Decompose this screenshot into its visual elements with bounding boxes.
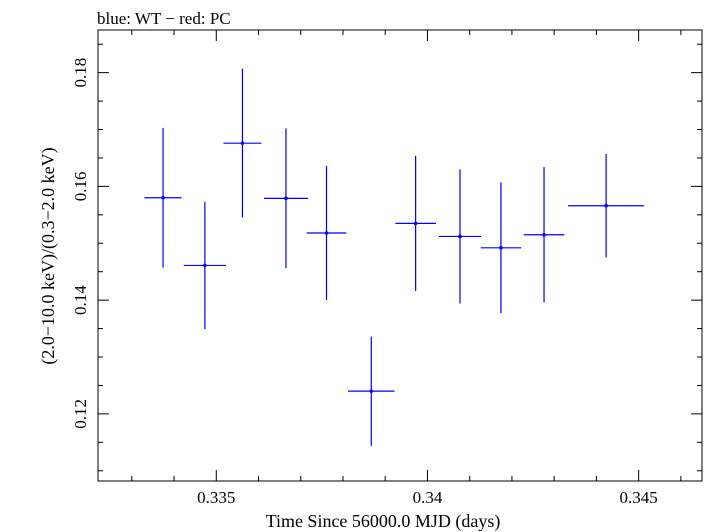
- point-marker: [413, 221, 418, 226]
- data-point: [523, 167, 565, 303]
- chart-title: blue: WT − red: PC: [97, 9, 231, 28]
- data-point: [223, 68, 262, 218]
- axis-tick-labels: 0.335 0.34 0.345 0.12 0.14 0.16 0.18: [71, 58, 658, 507]
- y-tick-label: 0.18: [71, 58, 90, 88]
- x-tick-label: 0.335: [197, 488, 235, 507]
- x-axis-label: Time Since 56000.0 MJD (days): [266, 511, 501, 532]
- point-marker: [161, 195, 165, 200]
- x-tick-label: 0.345: [620, 488, 658, 507]
- point-marker: [324, 231, 329, 235]
- y-tick-label: 0.12: [71, 399, 90, 429]
- y-axis-label: (2.0−10.0 keV)/(0.3−2.0 keV): [38, 147, 59, 364]
- data-point: [480, 182, 522, 314]
- point-marker: [499, 246, 503, 250]
- data-point: [348, 336, 395, 446]
- data-point: [568, 153, 645, 258]
- data-point: [306, 165, 347, 301]
- y-tick-label: 0.16: [71, 172, 90, 202]
- point-marker: [458, 234, 462, 239]
- point-marker: [604, 203, 608, 208]
- axis-ticks: [98, 30, 702, 481]
- x-tick-label: 0.34: [413, 488, 443, 507]
- data-point: [144, 127, 182, 268]
- point-marker: [240, 141, 245, 145]
- point-marker: [203, 263, 207, 268]
- data-point: [438, 169, 482, 304]
- y-tick-label: 0.14: [71, 285, 90, 315]
- data-points: [144, 68, 645, 446]
- data-point: [395, 155, 436, 292]
- point-marker: [542, 232, 546, 237]
- data-point: [263, 128, 308, 269]
- data-point: [183, 201, 226, 330]
- point-marker: [284, 196, 288, 201]
- plot-frame: [97, 29, 703, 482]
- point-marker: [369, 389, 374, 393]
